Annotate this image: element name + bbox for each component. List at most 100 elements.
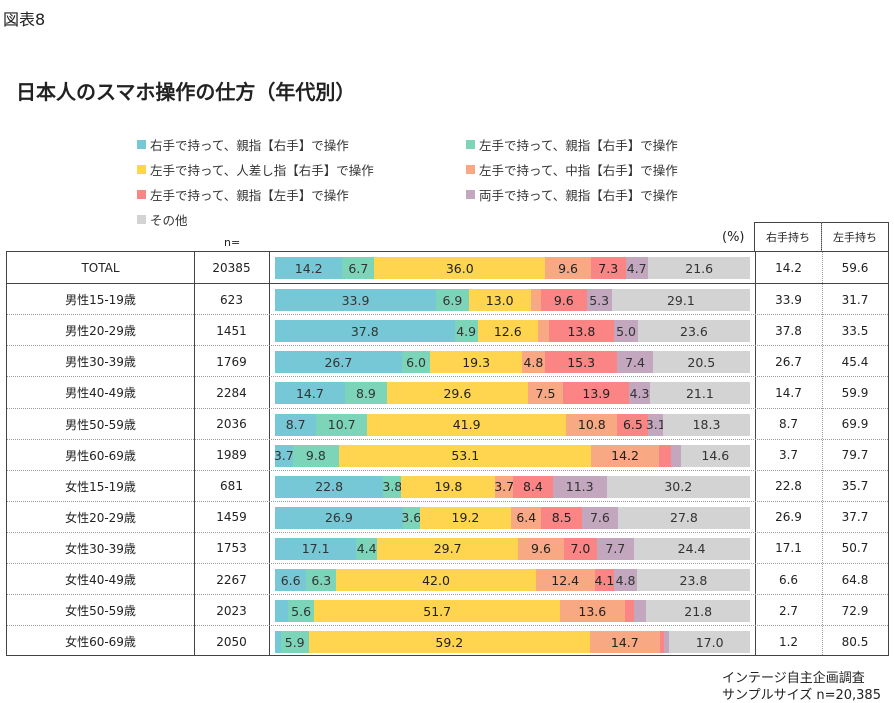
bar-segment: [663, 631, 670, 654]
row-n: 2036: [216, 417, 247, 431]
bar-segment: 21.8: [646, 600, 750, 623]
bar-segment: 6.3: [306, 569, 337, 591]
bar-segment: 7.7: [597, 537, 634, 560]
row-label: 男性40-49歳: [65, 386, 136, 401]
bar-segment: 36.0: [374, 257, 546, 279]
bar-segment: 29.6: [387, 382, 528, 405]
left-hand-value: 50.7: [841, 541, 869, 556]
legend-swatch: [466, 165, 475, 174]
right-hand-value: 17.1: [775, 541, 802, 556]
unit-label: (%): [722, 230, 745, 245]
bar-segment: 24.4: [633, 537, 750, 560]
left-hand-value: 37.7: [841, 510, 869, 525]
bar-segment: 7.6: [581, 506, 618, 529]
legend-swatch: [137, 215, 146, 224]
left-hand-value: 59.9: [841, 385, 869, 400]
bar-segment: 14.7: [589, 631, 660, 654]
bar-segment: 26.7: [275, 351, 402, 374]
legend-item: その他: [137, 210, 188, 229]
legend-item: 左手で持って、中指【右手】で操作: [466, 160, 678, 179]
bar-segment: 22.8: [275, 475, 384, 498]
table-row: 男性60-69歳 1989 3.7 79.7 3.7 9.8 53.1 14.2 14.6: [7, 438, 888, 471]
bar-segment: 3.1: [646, 413, 666, 436]
bar-segment: 23.8: [636, 569, 750, 591]
chart-title: 日本人のスマホ操作の仕方（年代別）: [16, 80, 356, 104]
row-n: 1769: [216, 354, 247, 369]
bar-segment: [530, 289, 541, 312]
bar-segment: 6.6: [275, 569, 307, 591]
row-n: 1451: [216, 323, 247, 338]
bar-segment: [634, 600, 647, 623]
legend-item: 左手で持って、親指【左手】で操作: [137, 185, 349, 204]
bar-segment: 6.0: [401, 351, 431, 374]
bar-segment: 26.9: [275, 506, 403, 529]
table-row: 女性50-59歳 2023 2.7 72.9 5.6 51.7 13.6 21.8: [7, 594, 888, 626]
right-hand-value: 26.9: [775, 510, 802, 525]
legend-item: 左手で持って、人差し指【右手】で操作: [137, 160, 374, 179]
column-divider: [822, 252, 823, 655]
table-row: 女性15-19歳 681 22.8 35.7 22.8 3.8 19.8 3.7 8.4 11.3…: [7, 469, 888, 502]
bar-segment: 4.7: [625, 257, 648, 279]
bar-segment: 21.6: [647, 257, 751, 279]
bar-segment: 6.7: [342, 257, 375, 279]
left-hand-value: 35.7: [841, 479, 869, 494]
bar-segment: 14.6: [680, 444, 750, 467]
footer-sample-size: サンプルサイズ n=20,385: [722, 688, 881, 703]
bar-segment: 17.0: [669, 631, 750, 654]
bar-segment: 19.2: [419, 506, 512, 529]
right-hand-value: 22.8: [775, 479, 802, 494]
row-n: 2284: [216, 385, 247, 400]
row-label: 女性20-29歳: [65, 510, 136, 525]
table-row: 女性20-29歳 1459 26.9 37.7 26.9 3.6 19.2 6.4 8.5 7.6…: [7, 500, 888, 533]
bar-segment: 5.0: [614, 320, 638, 343]
bar-segment: 8.7: [275, 413, 317, 436]
right-hand-value: 33.9: [775, 292, 802, 307]
left-hand-value: 33.5: [841, 323, 869, 338]
table-row: 女性60-69歳 2050 1.2 80.5 5.9 59.2 14.7 17.0: [7, 625, 888, 657]
left-hand-value: 79.7: [841, 448, 869, 463]
right-hand-value: 6.6: [778, 572, 799, 587]
bar-segment: 4.4: [356, 537, 378, 560]
bar-segment: 13.9: [563, 382, 630, 405]
bar-segment: 8.4: [512, 475, 553, 498]
left-hand-value: 69.9: [841, 417, 869, 431]
bar-segment: 30.2: [606, 475, 750, 498]
row-n: 1459: [216, 510, 247, 525]
table-row: 男性15-19歳 623 33.9 31.7 33.9 6.9 13.0 9.6 5.3 29.1: [7, 283, 888, 315]
table-row: 女性30-39歳 1753 17.1 50.7 17.1 4.4 29.7 9.6 7.0 7.7…: [7, 531, 888, 564]
left-hand-value: 64.8: [841, 572, 869, 587]
legend-label: 両手で持って、親指【右手】で操作: [479, 188, 678, 203]
legend-swatch: [137, 140, 146, 149]
row-n: 2023: [216, 603, 247, 618]
bar-segment: 29.7: [377, 537, 519, 560]
row-n: 623: [220, 292, 243, 307]
bar-segment: 6.5: [617, 413, 649, 436]
bar-segment: 14.7: [275, 382, 345, 405]
right-hand-value: 8.7: [778, 417, 799, 431]
bar-segment: [658, 444, 672, 467]
legend-label: その他: [150, 213, 188, 228]
row-label: 男性60-69歳: [65, 448, 136, 463]
bar-segment: 20.5: [652, 351, 750, 374]
bar-segment: 8.5: [541, 506, 582, 529]
bar-segment: 7.0: [563, 537, 598, 560]
table-row: 男性20-29歳 1451 37.8 33.5 37.8 4.9 12.6 13.8 5.0 23…: [7, 314, 888, 346]
bar-segment: 3.6: [401, 506, 421, 529]
table-row: 男性30-39歳 1769 26.7 45.4 26.7 6.0 19.3 4.8 15.3 7.…: [7, 345, 888, 377]
bar-segment: 41.9: [367, 413, 567, 436]
right-hand-value: 14.7: [775, 385, 802, 400]
bar-segment: [659, 631, 664, 654]
legend-swatch: [466, 140, 475, 149]
bar-segment: 7.4: [617, 351, 653, 374]
legend-label: 左手で持って、中指【右手】で操作: [479, 163, 678, 178]
bar-segment: 15.3: [544, 351, 618, 374]
bar-segment: [275, 631, 281, 654]
row-n: 20385: [212, 260, 251, 275]
left-hand-value: 80.5: [841, 634, 869, 649]
bar-segment: 37.8: [275, 320, 455, 343]
bar-segment: 4.9: [454, 320, 478, 343]
bar-segment: 13.0: [468, 289, 531, 312]
bar-segment: 21.1: [649, 382, 750, 405]
row-label: 男性50-59歳: [65, 417, 136, 432]
